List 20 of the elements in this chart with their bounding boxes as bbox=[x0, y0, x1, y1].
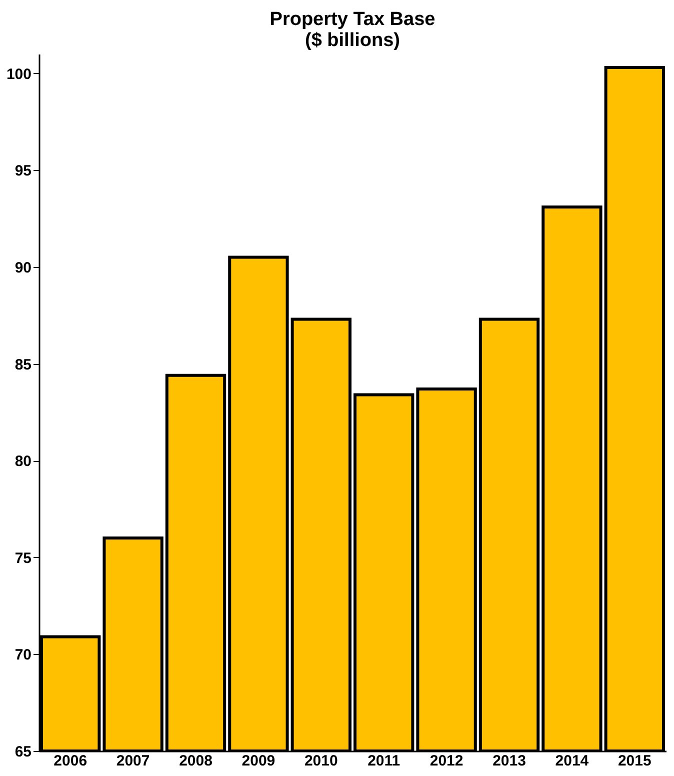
x-tick-label: 2012 bbox=[430, 752, 464, 770]
text: ($ billions) bbox=[305, 30, 400, 51]
text: Property Tax Base bbox=[270, 9, 436, 30]
x-tick-label: 2007 bbox=[116, 752, 150, 770]
x-tick-label: 2010 bbox=[304, 752, 338, 770]
x-tick-label: 2011 bbox=[368, 752, 400, 770]
y-tick-label: 85 bbox=[14, 356, 32, 374]
y-tick-label: 75 bbox=[14, 550, 32, 567]
x-tick-label: 2009 bbox=[242, 752, 276, 770]
y-tick-label: 100 bbox=[6, 66, 32, 83]
x-tick-label: 2008 bbox=[179, 752, 212, 770]
y-tick-label: 65 bbox=[14, 744, 32, 760]
y-tick-label: 95 bbox=[14, 162, 32, 180]
y-tick-label: 90 bbox=[14, 259, 32, 276]
x-tick-label: 2014 bbox=[555, 752, 590, 770]
x-tick-label: 2006 bbox=[54, 752, 88, 770]
y-tick-label: 80 bbox=[14, 453, 32, 470]
x-tick-label: 2015 bbox=[618, 752, 652, 770]
y-tick-label: 70 bbox=[14, 646, 32, 664]
x-tick-label: 2013 bbox=[492, 752, 526, 770]
